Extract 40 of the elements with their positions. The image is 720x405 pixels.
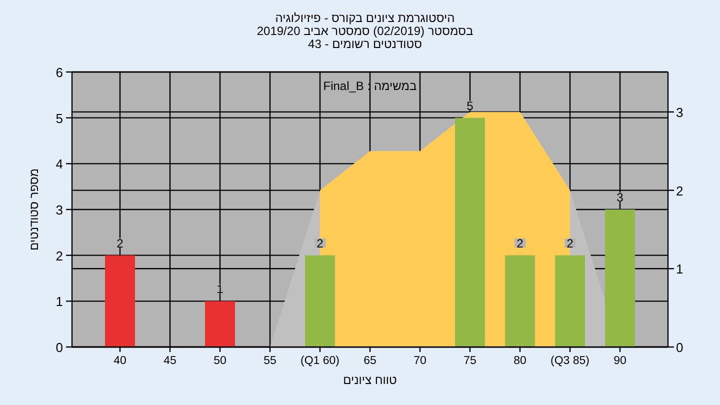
data-label: 2 [566, 236, 574, 250]
y-tick-label: 0 [56, 340, 63, 355]
data-label: 5 [466, 98, 474, 113]
x-tick-label: 80 [514, 355, 526, 367]
x-tick-label: 75 [464, 355, 476, 367]
x-tick-label: 40 [114, 355, 126, 367]
bar [205, 301, 235, 347]
x-tick-label: (Q3 85) [550, 355, 590, 367]
data-label: 3 [616, 190, 624, 204]
data-label: 2 [316, 236, 324, 250]
bar [505, 255, 535, 347]
x-axis-title: טווח ציונים [343, 373, 398, 387]
x-tick-label: 55 [264, 355, 276, 367]
x-tick-label: 90 [614, 355, 626, 367]
y-tick-label: 6 [56, 65, 63, 80]
y-tick-label: 5 [56, 110, 63, 126]
x-tick-label: 45 [164, 355, 176, 367]
y2-tick-label: 1 [676, 262, 684, 277]
bar [105, 255, 135, 347]
data-label: 1 [216, 282, 224, 296]
y-tick-label: 2 [56, 248, 63, 264]
y-tick-label: 3 [56, 202, 63, 218]
annotation: במשימה : Final_B [323, 79, 417, 93]
y-axis-title: מספר סטודנטים [27, 168, 41, 251]
chart-title: היסטוגרמת ציונים בקורס - פיזיולוגיה [275, 11, 455, 25]
bar [455, 118, 485, 347]
data-label: 2 [116, 236, 124, 250]
x-tick-label: 70 [414, 355, 426, 367]
text: סטודנטים רשומים - 43 [308, 37, 422, 51]
y2-tick-label: 2 [676, 183, 684, 198]
x-tick-label: 65 [364, 355, 376, 367]
bar [305, 255, 335, 347]
y2-tick-label: 3 [676, 104, 684, 120]
x-tick-label: (Q1 60) [300, 355, 340, 367]
y2-tick-label: 0 [676, 340, 684, 355]
text: בסמסטר (02/2019) סמסטר אביב 2019/20 [256, 24, 474, 38]
y-tick-label: 1 [56, 294, 63, 310]
data-label: 2 [516, 236, 524, 250]
x-tick-label: 50 [214, 355, 226, 367]
y-tick-label: 4 [56, 156, 63, 172]
